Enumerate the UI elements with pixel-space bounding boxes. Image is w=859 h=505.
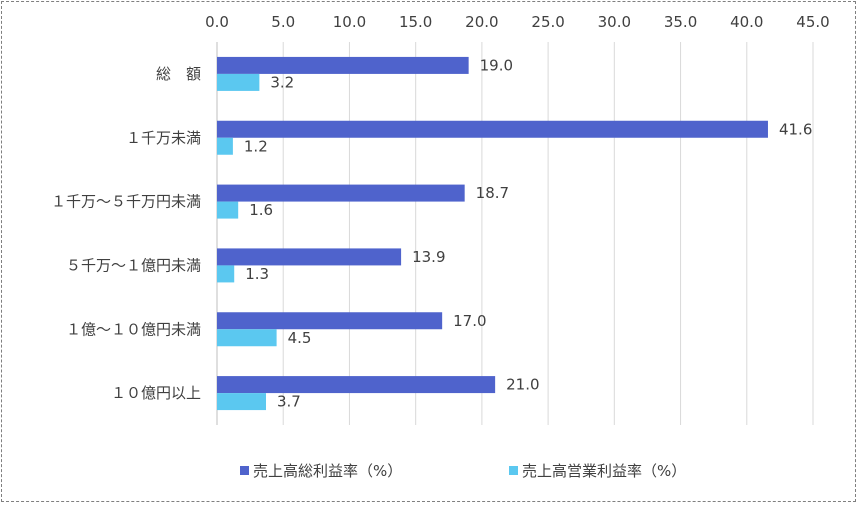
- data-label: 41.6: [779, 120, 812, 138]
- bar-operating-margin: [217, 137, 233, 155]
- bar-gross-margin: [217, 184, 465, 202]
- x-tick-label: 30.0: [598, 13, 631, 31]
- x-tick-label: 20.0: [465, 13, 498, 31]
- bar-operating-margin: [217, 73, 260, 91]
- data-label: 17.0: [453, 312, 486, 330]
- category-label: 総 額: [156, 65, 201, 83]
- legend-swatch: [509, 466, 518, 475]
- bar-gross-margin: [217, 248, 402, 266]
- data-label: 1.2: [244, 137, 268, 155]
- legend-swatch: [240, 466, 249, 475]
- data-label: 13.9: [412, 248, 445, 266]
- x-tick-label: 45.0: [796, 13, 829, 31]
- bar-gross-margin: [217, 312, 443, 330]
- data-label: 21.0: [506, 376, 539, 394]
- bar-operating-margin: [217, 265, 235, 283]
- data-label: 3.2: [270, 73, 294, 91]
- legend-label: 売上高総利益率（%）: [253, 462, 402, 480]
- data-label: 1.6: [249, 201, 273, 219]
- category-label: ５千万～１億円未満: [66, 256, 201, 274]
- data-label: 1.3: [245, 265, 269, 283]
- bar-gross-margin: [217, 376, 496, 394]
- category-label: １千万未満: [126, 129, 201, 147]
- bar-gross-margin: [217, 56, 469, 74]
- x-tick-label: 40.0: [730, 13, 763, 31]
- data-label: 3.7: [277, 393, 301, 411]
- bar-gross-margin: [217, 120, 768, 138]
- data-label: 18.7: [476, 184, 509, 202]
- bar-operating-margin: [217, 329, 277, 347]
- data-label: 4.5: [288, 329, 312, 347]
- data-label: 19.0: [480, 56, 513, 74]
- bar-operating-margin: [217, 201, 239, 219]
- x-tick-label: 0.0: [205, 13, 229, 31]
- bar-operating-margin: [217, 393, 267, 411]
- x-tick-label: 15.0: [399, 13, 432, 31]
- category-label: １千万～５千万円未満: [51, 193, 201, 211]
- category-label: １０億円以上: [111, 384, 201, 402]
- legend-label: 売上高営業利益率（%）: [522, 462, 686, 480]
- x-tick-label: 5.0: [271, 13, 295, 31]
- x-tick-label: 10.0: [333, 13, 366, 31]
- x-tick-label: 35.0: [664, 13, 697, 31]
- category-label: １億～１０億円未満: [66, 320, 201, 338]
- x-tick-label: 25.0: [531, 13, 564, 31]
